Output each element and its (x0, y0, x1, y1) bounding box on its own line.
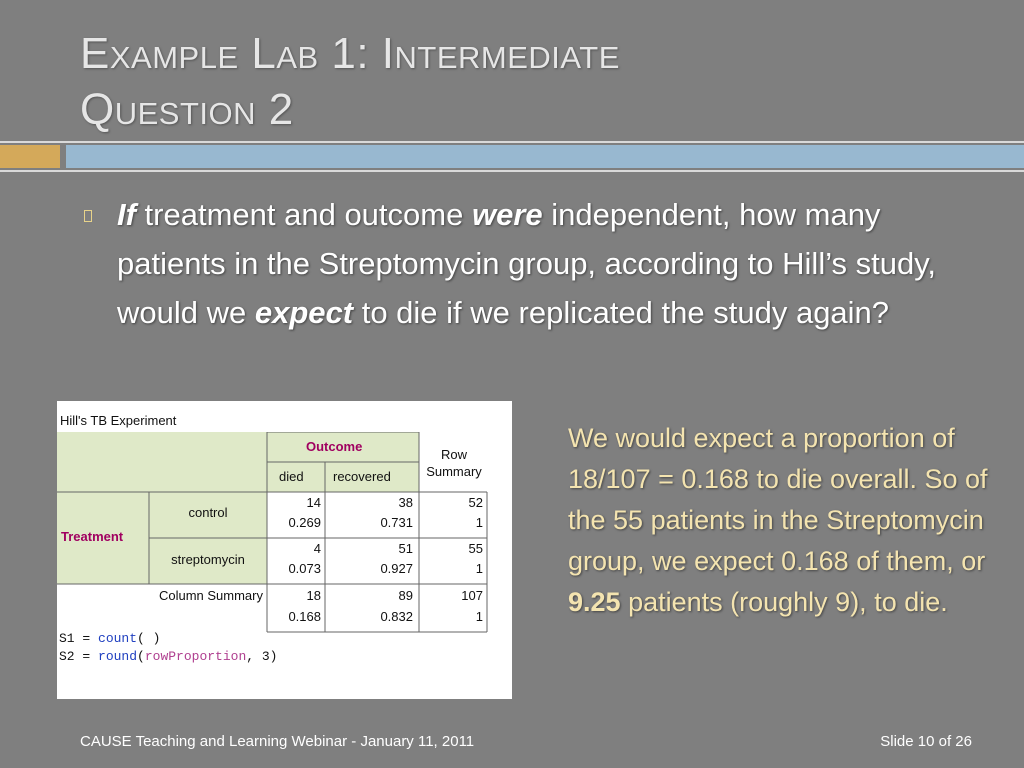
footer-slide-number: Slide 10 of 26 (880, 733, 972, 750)
emph-expect: expect (254, 295, 354, 330)
cell-colsum-rec-p: 0.832 (380, 609, 413, 624)
contingency-table-grid (57, 432, 488, 633)
cell-strep-sum-p: 1 (475, 561, 483, 576)
divider-line-bottom (0, 170, 1024, 172)
emph-if: If (117, 197, 136, 232)
formula-s1-args: ( ) (137, 631, 161, 646)
formula-s1: S1 = count( ) (59, 630, 160, 647)
cell-control-died-p: 0.269 (288, 515, 321, 530)
cell-control-sum-p: 1 (475, 515, 483, 530)
cell-control-rec-p: 0.731 (380, 515, 413, 530)
accent-bar-blue (66, 145, 1024, 168)
col-recovered-header: recovered (333, 469, 391, 484)
cell-colsum-rec: 89 (398, 588, 413, 603)
cell-strep-rec-p: 0.927 (380, 561, 413, 576)
cell-colsum-died-p: 0.168 (288, 609, 321, 624)
answer-text: We would expect a proportion of 18/107 =… (568, 418, 1008, 623)
treatment-label: Treatment (61, 529, 124, 544)
bullet-text: If treatment and outcome were independen… (117, 190, 964, 337)
accent-bar-gold (0, 145, 60, 168)
cell-strep-sum: 55 (468, 541, 483, 556)
bullet-text-part2: independent, how many patients in the St… (117, 197, 937, 330)
row-summary-header: Row Summary (426, 447, 482, 479)
formula-s2-prefix: S2 = (59, 649, 99, 664)
bullet-point: If treatment and outcome were independen… (84, 190, 964, 337)
outcome-header: Outcome (306, 439, 363, 454)
row-label-streptomycin: streptomycin (171, 552, 245, 567)
answer-part1: We would expect a proportion of 18/107 =… (568, 423, 988, 576)
bullet-text-part1: treatment and outcome (135, 197, 472, 232)
slide-title: Example Lab 1: Intermediate Question 2 (80, 26, 960, 138)
formula-s2-arg: rowProportion (144, 649, 247, 664)
answer-part2: patients (roughly 9), to die. (620, 587, 948, 617)
formula-s2-close: , 3) (246, 649, 278, 664)
formula-s2-open: ( (137, 649, 145, 664)
divider-line-top (0, 141, 1024, 143)
emph-were: were (471, 197, 543, 232)
cell-colsum-sum-p: 1 (475, 609, 483, 624)
title-line-2: Question 2 (80, 85, 294, 134)
col-died-header: died (279, 469, 304, 484)
cell-strep-died-p: 0.073 (288, 561, 321, 576)
row-label-control: control (188, 505, 228, 520)
table-title: Hill's TB Experiment (60, 413, 177, 428)
bullet-icon (84, 210, 92, 222)
column-summary-label: Column Summary (158, 588, 263, 603)
formula-s2: S2 = round(rowProportion, 3) (59, 648, 277, 665)
contingency-table-image: Hill's TB Experiment Outcome Row Summary… (57, 401, 512, 699)
cell-control-sum: 52 (468, 495, 483, 510)
formula-s2-fn: round (98, 649, 138, 664)
cell-strep-died: 4 (313, 541, 321, 556)
treatment-fill (57, 492, 149, 584)
cell-control-died: 14 (306, 495, 321, 510)
cell-colsum-sum: 107 (461, 588, 483, 603)
formula-s1-prefix: S1 = (59, 631, 99, 646)
bullet-text-part3: to die if we replicated the study again? (353, 295, 890, 330)
cell-strep-rec: 51 (398, 541, 413, 556)
footer-event: CAUSE Teaching and Learning Webinar - Ja… (80, 733, 475, 750)
title-line-1: Example Lab 1: Intermediate (80, 29, 620, 78)
cell-control-rec: 38 (398, 495, 413, 510)
header-fill-left (57, 432, 267, 492)
cell-colsum-died: 18 (306, 588, 321, 603)
answer-bold-value: 9.25 (568, 587, 621, 617)
formula-s1-fn: count (98, 631, 138, 646)
